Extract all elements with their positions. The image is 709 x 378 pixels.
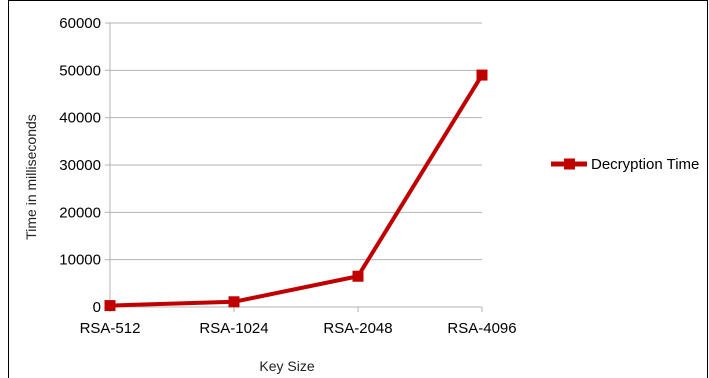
x-tick-label: RSA-512	[80, 320, 141, 337]
y-tick-label: 40000	[59, 110, 101, 127]
x-axis-title: Key Size	[259, 358, 314, 374]
legend: Decryption Time	[551, 156, 699, 173]
series-line	[109, 74, 484, 308]
y-tick-label: 20000	[59, 204, 101, 221]
y-tick-label: 10000	[59, 252, 101, 269]
data-point	[228, 296, 240, 308]
y-tick-label: 30000	[59, 157, 101, 174]
x-tick-labels: RSA-512 RSA-1024 RSA-2048 RSA-4096	[80, 320, 517, 337]
y-axis-title: Time in milliseconds	[23, 114, 39, 240]
y-tick-label: 60000	[59, 15, 101, 32]
data-point	[476, 69, 488, 81]
data-point-markers	[104, 69, 488, 312]
x-tick-label: RSA-4096	[447, 320, 516, 337]
y-tick-labels: 0 10000 20000 30000 40000 50000 60000	[59, 15, 101, 316]
legend-label: Decryption Time	[591, 156, 699, 173]
legend-marker	[564, 158, 575, 170]
data-point	[352, 270, 364, 282]
chart-frame	[8, 0, 708, 378]
y-tick-label: 0	[93, 299, 101, 316]
x-tick-label: RSA-1024	[199, 320, 268, 337]
data-point	[104, 300, 116, 312]
x-tick-label: RSA-2048	[323, 320, 392, 337]
y-tick-label: 50000	[59, 62, 101, 79]
series-lines	[109, 74, 484, 308]
